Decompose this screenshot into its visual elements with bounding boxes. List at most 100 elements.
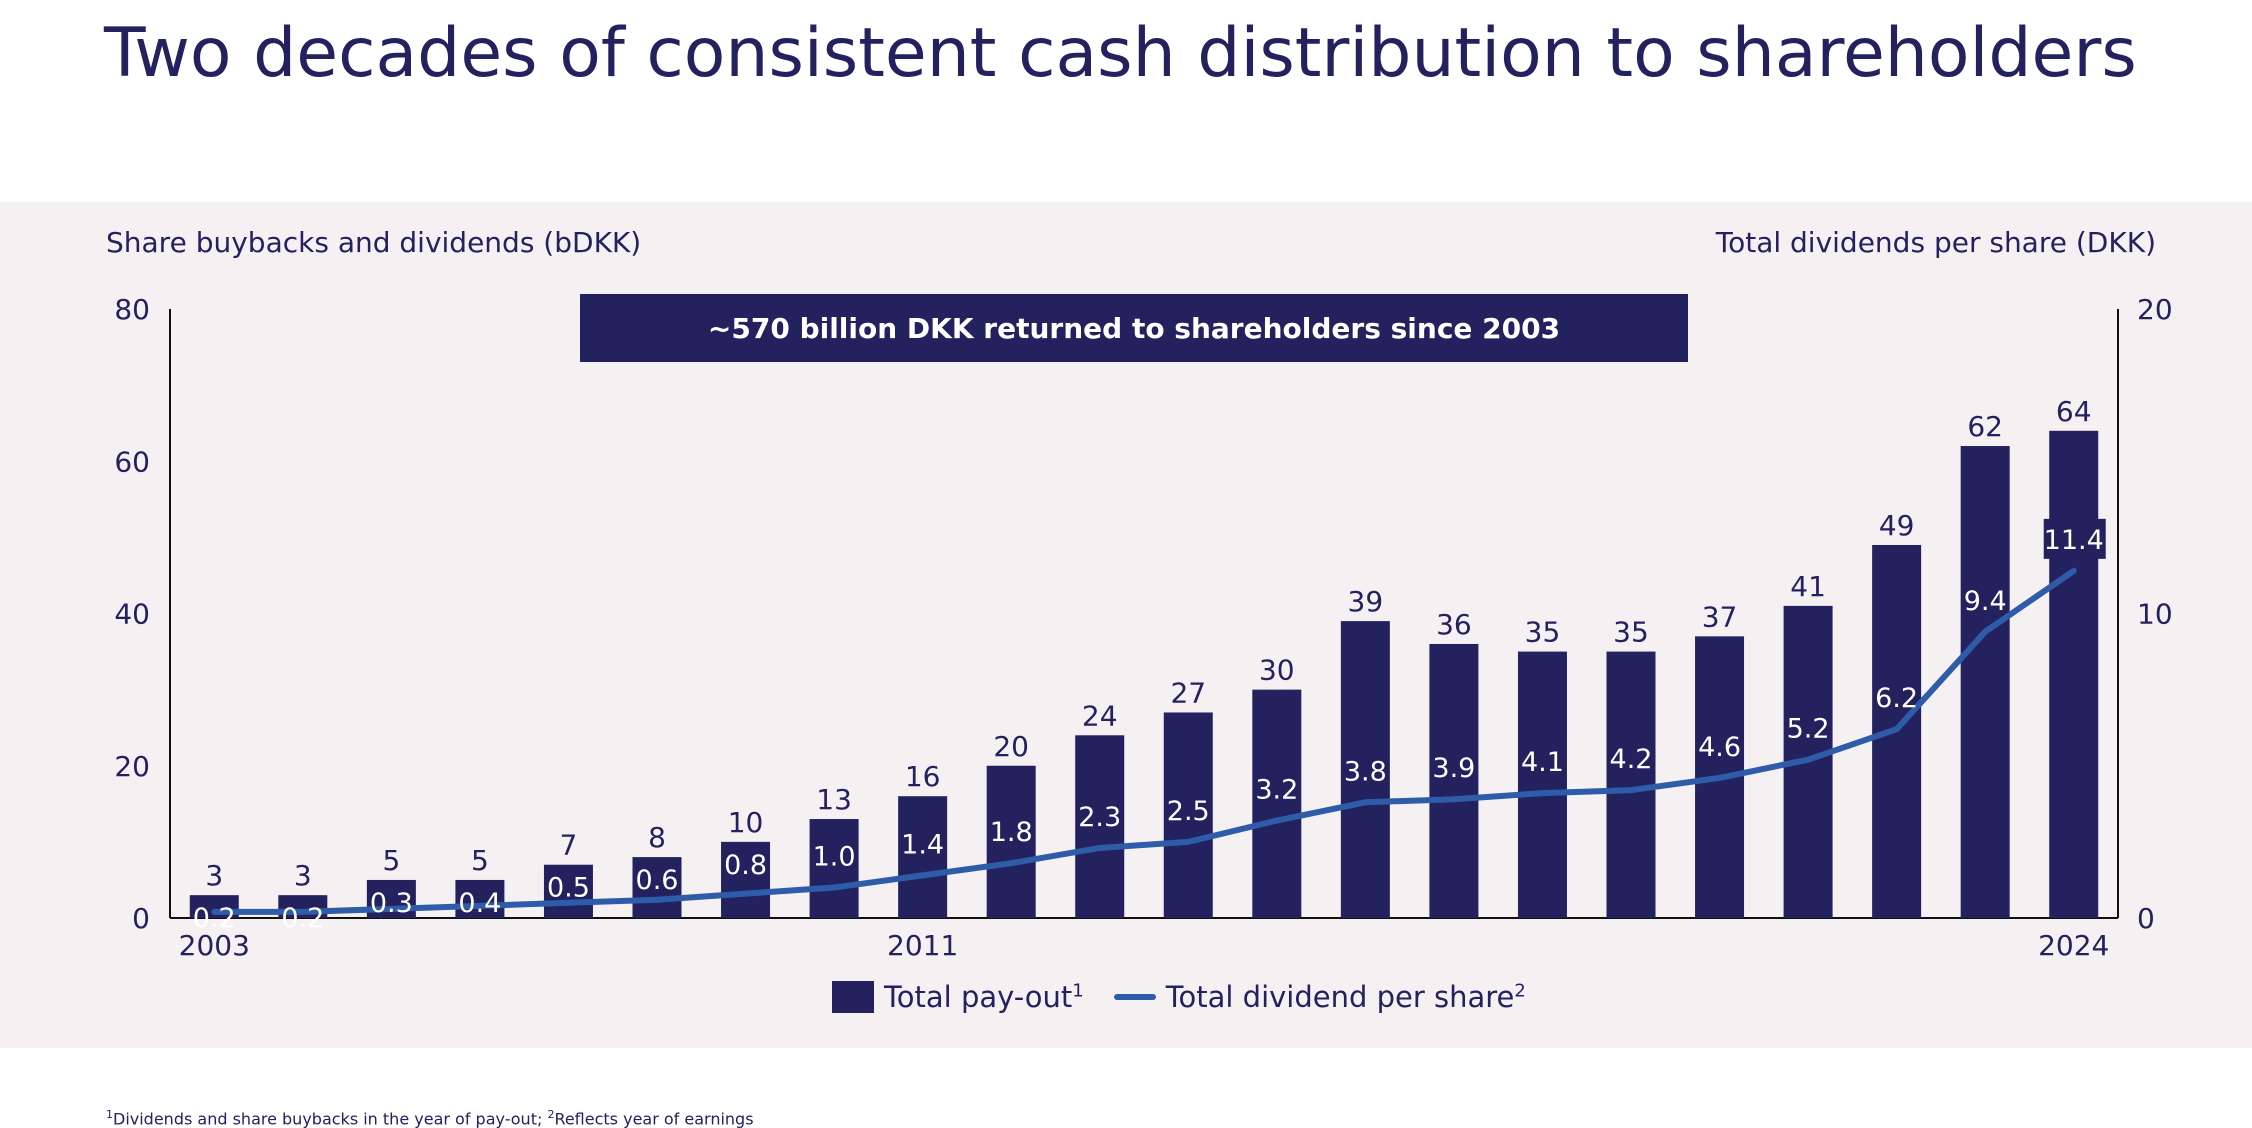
x-tick-label: 2024 xyxy=(2038,929,2109,962)
bar-value-label: 39 xyxy=(1348,585,1384,618)
dividend-point xyxy=(388,905,395,912)
dividend-point xyxy=(299,908,306,915)
bar xyxy=(1252,689,1302,918)
dividend-point xyxy=(1805,756,1812,763)
dividend-point xyxy=(1716,774,1723,781)
dividend-value-label: 2.5 xyxy=(1167,796,1210,827)
dividend-line xyxy=(211,567,2077,915)
bar xyxy=(632,857,682,918)
bar xyxy=(543,864,593,918)
dividend-value-label: 4.1 xyxy=(1521,747,1564,778)
bar xyxy=(1960,446,2010,918)
bar-value-label: 35 xyxy=(1525,616,1561,649)
bar xyxy=(1075,735,1125,918)
right-axis-title: Total dividends per share (DKK) xyxy=(1715,226,2156,259)
dividend-point xyxy=(654,896,660,903)
bar-value-label: 27 xyxy=(1170,676,1206,709)
x-tick-label: 2011 xyxy=(887,929,958,962)
bar xyxy=(1606,651,1656,918)
legend-line-swatch xyxy=(1113,994,1156,1000)
dividend-value-label: 1.8 xyxy=(990,817,1033,848)
dividend-value-label: 0.8 xyxy=(724,850,767,881)
left-tick-label: 0 xyxy=(132,902,150,935)
dividend-point xyxy=(211,908,218,915)
right-tick-label: 0 xyxy=(2137,902,2155,935)
summary-banner: ~570 billion DKK returned to shareholder… xyxy=(580,294,1688,362)
dividend-value-label: 0.6 xyxy=(636,865,679,896)
bar-value-label: 3 xyxy=(294,859,312,892)
bar-value-label: 10 xyxy=(728,806,764,839)
bar-value-label: 8 xyxy=(648,821,666,854)
legend-line-label: Total dividend per share2 xyxy=(1165,980,1526,1014)
dividend-point xyxy=(2070,567,2077,574)
dividend-point xyxy=(1450,796,1457,803)
dividend-point xyxy=(1273,817,1280,824)
bar-value-label: 36 xyxy=(1436,608,1472,641)
dividend-point xyxy=(476,902,483,909)
left-tick-label: 40 xyxy=(114,598,150,631)
legend-bar-swatch xyxy=(832,981,874,1013)
dividend-point xyxy=(1362,799,1369,806)
bar xyxy=(2049,430,2099,918)
dividend-value-label: 0.4 xyxy=(458,888,501,919)
dividend-value-label: 4.6 xyxy=(1698,732,1741,763)
dividend-value-label: 0.5 xyxy=(547,873,590,904)
bar-value-label: 3 xyxy=(205,859,223,892)
dividend-value-label: 5.2 xyxy=(1787,714,1830,745)
dividend-point xyxy=(742,890,749,897)
left-tick-label: 80 xyxy=(114,293,150,326)
bar-value-label: 20 xyxy=(993,730,1029,763)
page-title: Two decades of consistent cash distribut… xyxy=(104,14,2137,93)
dividend-point xyxy=(1008,860,1015,867)
dividend-value-label: 1.0 xyxy=(813,842,856,873)
dividend-value-label: 11.4 xyxy=(2044,525,2104,556)
dividend-point xyxy=(831,884,838,891)
bar xyxy=(1163,712,1213,918)
left-tick-label: 20 xyxy=(114,750,150,783)
bar-value-label: 7 xyxy=(560,829,578,862)
dividend-value-label: 6.2 xyxy=(1875,683,1918,714)
bar xyxy=(1517,651,1567,918)
dividend-point xyxy=(1893,726,1900,733)
dividend-point xyxy=(1185,838,1192,845)
bar-value-label: 62 xyxy=(1967,410,2003,443)
bar-value-label: 5 xyxy=(382,844,400,877)
bar xyxy=(455,879,505,918)
bar-value-label: 24 xyxy=(1082,699,1118,732)
right-tick-label: 10 xyxy=(2137,598,2173,631)
dividend-point xyxy=(919,872,926,879)
bar-value-label: 41 xyxy=(1790,570,1826,603)
dividend-value-label: 0.2 xyxy=(193,903,236,934)
legend: Total pay-out1 Total dividend per share2 xyxy=(832,980,1526,1014)
bar xyxy=(1429,643,1479,918)
dividend-point xyxy=(1096,844,1103,851)
dividend-value-label: 0.3 xyxy=(370,888,413,919)
dividend-point xyxy=(1628,787,1634,794)
left-tick-label: 60 xyxy=(114,445,150,478)
bar-value-label: 16 xyxy=(905,760,941,793)
bar xyxy=(898,796,948,918)
dividend-value-label: 3.8 xyxy=(1344,756,1387,787)
dividend-value-label: 2.3 xyxy=(1078,802,1121,833)
dividend-label-box xyxy=(2043,518,2106,559)
dividend-value-label: 9.4 xyxy=(1964,586,2007,617)
dividend-value-label: 0.2 xyxy=(281,903,324,934)
dividend-value-label: 1.4 xyxy=(901,829,944,860)
bar-value-label: 5 xyxy=(471,844,489,877)
bar xyxy=(986,765,1036,918)
bar-value-label: 13 xyxy=(816,783,852,816)
bar-value-label: 30 xyxy=(1259,654,1295,687)
bar xyxy=(1340,621,1390,918)
dividend-point xyxy=(1982,628,1989,635)
legend-bar-label: Total pay-out1 xyxy=(884,980,1084,1014)
bar xyxy=(809,819,859,918)
dividend-point xyxy=(1539,790,1546,797)
bar-value-label: 35 xyxy=(1613,616,1649,649)
dividend-value-label: 3.2 xyxy=(1255,775,1298,806)
dividend-value-label: 3.9 xyxy=(1432,753,1475,784)
footnote: 1Dividends and share buybacks in the yea… xyxy=(106,1108,754,1128)
bar xyxy=(721,841,771,918)
left-axis-title: Share buybacks and dividends (bDKK) xyxy=(106,226,642,259)
right-tick-label: 20 xyxy=(2137,293,2173,326)
